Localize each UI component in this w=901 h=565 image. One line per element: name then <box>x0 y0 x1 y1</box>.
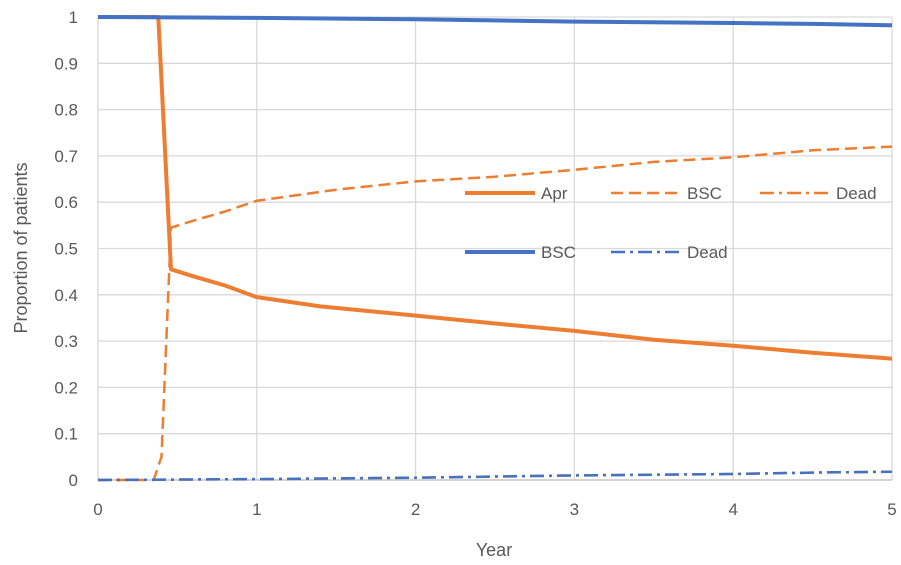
legend: Apr BSC Dead BSC Dead <box>465 184 877 262</box>
x-axis-title: Year <box>476 540 512 560</box>
y-tick-label: 0.3 <box>54 332 78 351</box>
x-tick-label: 2 <box>411 500 420 519</box>
x-tick-label: 5 <box>887 500 896 519</box>
y-tick-label: 0.4 <box>54 286 78 305</box>
series-line-blue-dead <box>97 470 893 482</box>
legend-label: Dead <box>836 184 877 203</box>
series-line-blue-bsc <box>97 15 893 28</box>
x-tick-label: 4 <box>728 500 737 519</box>
y-tick-label: 0.8 <box>54 101 78 120</box>
series-lines <box>97 15 893 482</box>
series-line-orange-bsc <box>98 145 893 482</box>
x-tick-label: 1 <box>252 500 261 519</box>
series-line-orange-apr <box>98 15 893 361</box>
y-tick-label: 0.1 <box>54 425 78 444</box>
x-tick-label: 0 <box>93 500 102 519</box>
x-tick-labels: 0 1 2 3 4 5 <box>93 500 896 519</box>
gridlines <box>97 16 893 481</box>
y-tick-labels: 0 0.1 0.2 0.3 0.4 0.5 0.6 0.7 0.8 0.9 1 <box>54 8 78 490</box>
legend-label: BSC <box>541 243 576 262</box>
legend-label: BSC <box>687 184 722 203</box>
y-axis-title: Proportion of patients <box>11 162 31 333</box>
y-tick-label: 0.2 <box>54 378 78 397</box>
y-tick-label: 0.9 <box>54 54 78 73</box>
legend-label: Dead <box>687 243 728 262</box>
y-tick-label: 0.6 <box>54 193 78 212</box>
y-tick-label: 1 <box>69 8 78 27</box>
x-tick-label: 3 <box>570 500 579 519</box>
y-tick-label: 0.7 <box>54 147 78 166</box>
y-tick-label: 0.5 <box>54 240 78 259</box>
legend-label: Apr <box>541 184 568 203</box>
y-tick-label: 0 <box>69 471 78 490</box>
